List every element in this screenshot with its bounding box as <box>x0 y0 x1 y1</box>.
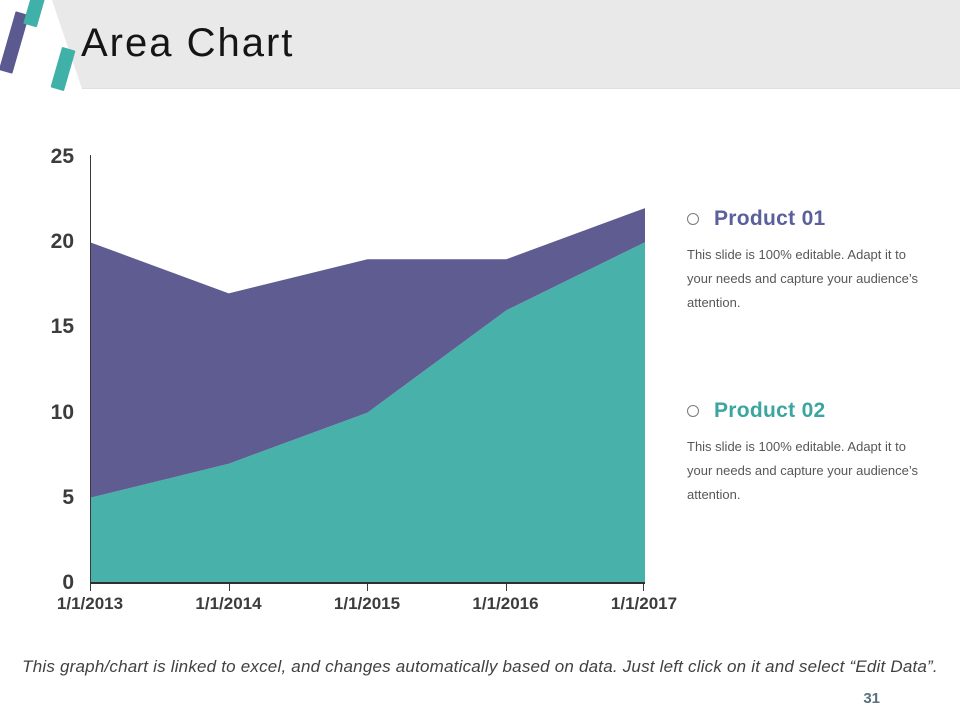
x-axis-label: 1/1/2013 <box>30 594 150 614</box>
legend-section-product-02: Product 02 This slide is 100% editable. … <box>687 397 932 507</box>
y-axis-label: 25 <box>22 145 74 169</box>
y-axis-line <box>90 155 91 584</box>
slide: Area Chart 0510152025 1/1/20131/1/20141/… <box>0 0 960 720</box>
footer-note: This graph/chart is linked to excel, and… <box>0 657 960 677</box>
x-axis-label: 1/1/2015 <box>307 594 427 614</box>
x-axis-tick <box>506 584 507 591</box>
x-axis-tick <box>367 584 368 591</box>
legend-title-product-02: Product 02 <box>714 397 826 425</box>
page-number: 31 <box>863 690 880 707</box>
y-axis-label: 0 <box>22 571 74 595</box>
legend-head: Product 01 <box>687 205 932 233</box>
y-axis-label: 5 <box>22 486 74 510</box>
legend-body-text: This slide is 100% editable. Adapt it to… <box>687 435 923 507</box>
x-axis-label: 1/1/2016 <box>446 594 566 614</box>
x-axis-tick <box>229 584 230 591</box>
x-axis-tick <box>90 584 91 591</box>
x-axis-label: 1/1/2014 <box>169 594 289 614</box>
area-chart-plot <box>90 157 645 583</box>
y-axis-label: 10 <box>22 401 74 425</box>
y-axis-label: 20 <box>22 230 74 254</box>
x-axis-tick <box>643 584 644 591</box>
area-chart: 0 5 10 15 20 25 1/1/2013 1/1/2014 1/1/2015 1/1/2… <box>0 0 960 720</box>
legend-head: Product 02 <box>687 397 932 425</box>
x-axis-label: 1/1/2017 <box>584 594 704 614</box>
y-axis-label: 15 <box>22 315 74 339</box>
legend-title-product-01: Product 01 <box>714 205 826 233</box>
circle-bullet-icon <box>687 213 699 225</box>
circle-bullet-icon <box>687 405 699 417</box>
legend-body-text: This slide is 100% editable. Adapt it to… <box>687 243 923 315</box>
legend-section-product-01: Product 01 This slide is 100% editable. … <box>687 205 932 315</box>
